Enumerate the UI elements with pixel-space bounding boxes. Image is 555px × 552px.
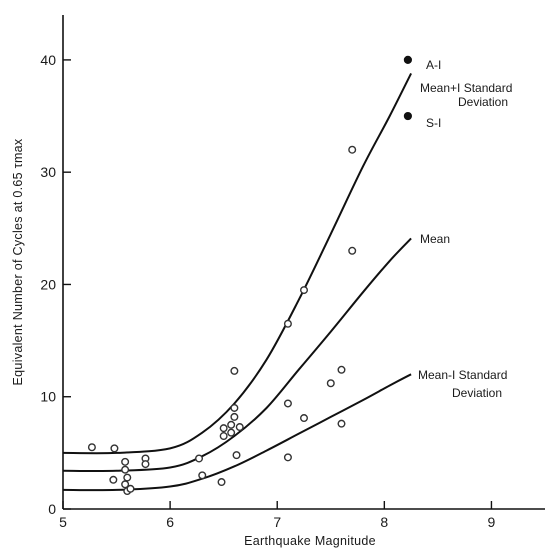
annotation-lower-curve-line1: Mean-I Standard: [418, 368, 507, 382]
data-point: [195, 454, 204, 463]
y-tick-label-20: 20: [40, 276, 56, 292]
annotation-lower-curve-line2: Deviation: [452, 386, 502, 400]
data-point: [348, 145, 357, 154]
data-point: [123, 473, 132, 482]
upper-curve: [62, 72, 412, 455]
data-point: [217, 478, 226, 487]
data-point: [230, 412, 239, 421]
data-point: [326, 379, 335, 388]
data-point: [300, 414, 309, 423]
annotation-mean-curve: Mean: [420, 232, 450, 246]
x-tick-label-8: 8: [380, 514, 388, 530]
data-point: [227, 428, 236, 437]
x-tick-label-6: 6: [166, 514, 174, 530]
y-tick-label-40: 40: [40, 52, 56, 68]
axes: [62, 15, 545, 510]
data-point: [283, 319, 292, 328]
mean-curve: [62, 237, 412, 473]
y-tick-label-0: 0: [48, 501, 56, 517]
annotation-point-a1: A-I: [426, 58, 441, 72]
ticks: 5 6 7 8 9 0 10 20 30 40: [40, 52, 495, 530]
data-point: [121, 457, 130, 466]
data-point: [348, 246, 357, 255]
data-point: [283, 399, 292, 408]
data-point: [337, 419, 346, 428]
x-tick-label-7: 7: [273, 514, 281, 530]
data-point: [110, 444, 119, 453]
data-point: [121, 465, 130, 474]
data-point: [121, 480, 130, 489]
plot-area: [62, 55, 412, 496]
data-point: [87, 443, 96, 452]
data-point: [300, 286, 309, 295]
data-point: [235, 423, 244, 432]
data-point: [141, 460, 150, 469]
data-point: [109, 475, 118, 484]
data-point: [337, 365, 346, 374]
x-tick-label-9: 9: [488, 514, 496, 530]
x-axis-title: Earthquake Magnitude: [244, 534, 376, 548]
data-point: [219, 432, 228, 441]
data-point: [230, 403, 239, 412]
data-point: [126, 484, 135, 493]
data-point: [283, 453, 292, 462]
data-point: [232, 451, 241, 460]
annotation-point-s1: S-I: [426, 116, 441, 130]
data-point: [219, 424, 228, 433]
filled-data-point-a-i: [403, 55, 412, 65]
data-point: [198, 471, 207, 480]
x-tick-label-5: 5: [59, 514, 67, 530]
filled-data-point-s-i: [403, 111, 412, 121]
lower-curve: [62, 373, 412, 492]
data-point: [230, 366, 239, 375]
y-tick-label-30: 30: [40, 164, 56, 180]
annotation-upper-curve-line1: Mean+I Standard: [420, 81, 512, 95]
annotation-upper-curve-line2: Deviation: [458, 95, 508, 109]
data-point: [227, 420, 236, 429]
y-tick-label-10: 10: [40, 389, 56, 405]
y-axis-title: Equivalent Number of Cycles at 0.65 τmax: [11, 138, 25, 385]
